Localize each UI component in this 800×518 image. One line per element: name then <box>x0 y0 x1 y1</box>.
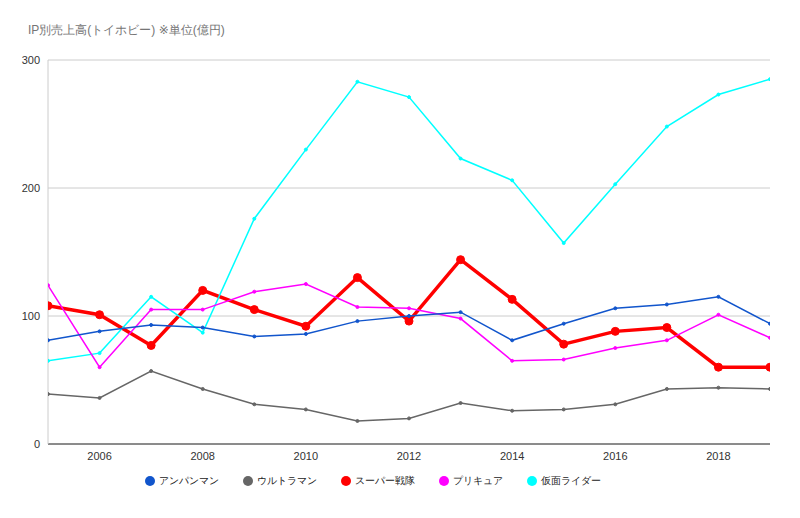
svg-text:200: 200 <box>22 182 40 194</box>
svg-text:300: 300 <box>22 54 40 66</box>
svg-text:0: 0 <box>34 438 40 450</box>
svg-text:2012: 2012 <box>397 450 421 462</box>
html-text:仮面ライダー: 仮面ライダー <box>541 475 601 486</box>
html-text:プリキュア: プリキュア <box>453 475 503 486</box>
html-text:アンパンマン: アンパンマン <box>159 475 219 486</box>
svg-text:2016: 2016 <box>603 450 627 462</box>
svg-text:2014: 2014 <box>500 450 524 462</box>
svg-text:2006: 2006 <box>87 450 111 462</box>
html-text:IP別売上高(トイホビー) ※単位(億円): IP別売上高(トイホビー) ※単位(億円) <box>28 23 225 37</box>
html-text:ウルトラマン: ウルトラマン <box>257 475 317 486</box>
svg-text:2018: 2018 <box>706 450 730 462</box>
svg-text:100: 100 <box>22 310 40 322</box>
html-text:スーパー戦隊: スーパー戦隊 <box>355 475 415 486</box>
svg-text:2010: 2010 <box>294 450 318 462</box>
svg-text:2008: 2008 <box>190 450 214 462</box>
